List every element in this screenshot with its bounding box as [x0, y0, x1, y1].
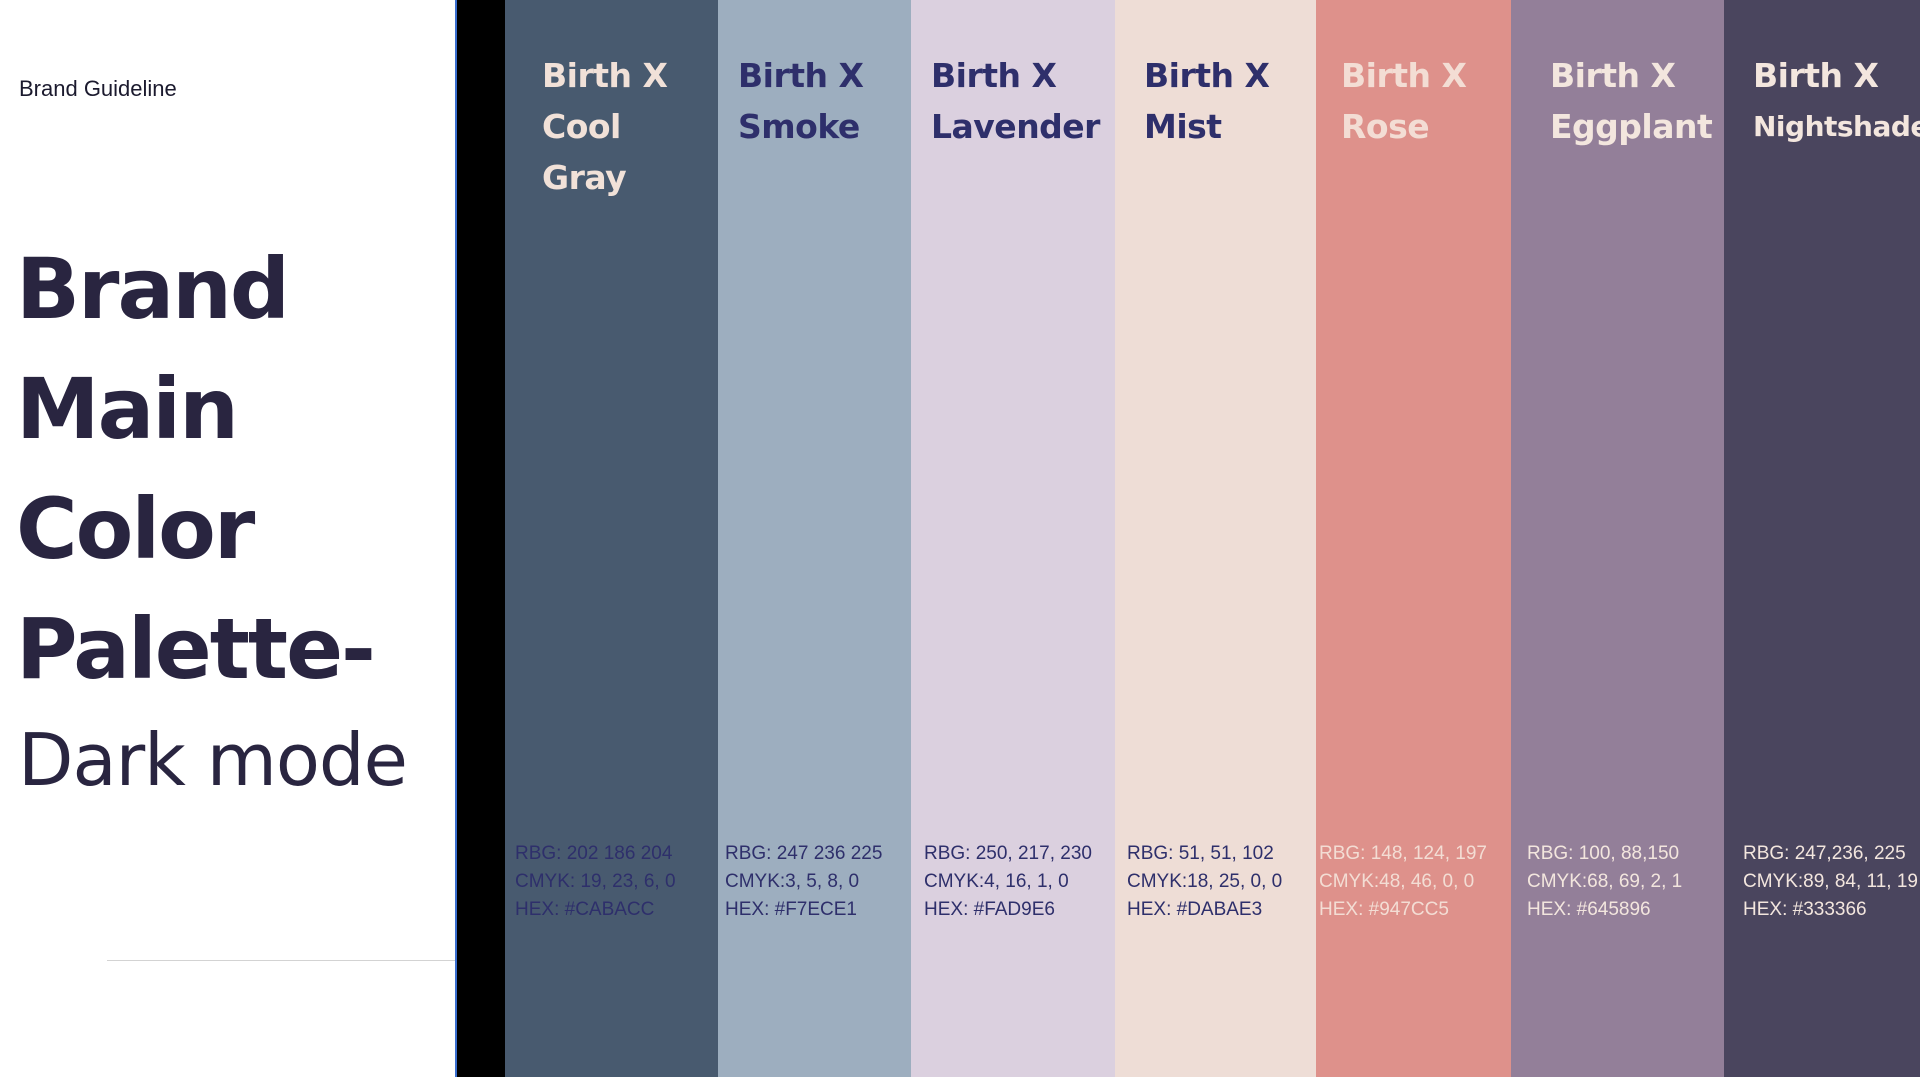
swatch-name: Birth X Rose [1341, 50, 1467, 152]
swatch-lavender: Birth X Lavender RBG: 250, 217, 230 CMYK… [911, 0, 1115, 1077]
swatch-name-line: Birth X [738, 56, 864, 95]
title-subtitle: Dark mode [18, 718, 408, 802]
document-label: Brand Guideline [19, 76, 177, 101]
title-line-color: Color [16, 480, 255, 578]
swatch-name-line: Birth X [1341, 56, 1467, 95]
swatch-cmyk: CMYK:48, 46, 0, 0 [1319, 871, 1475, 892]
swatch-cmyk: CMYK: 19, 23, 6, 0 [515, 871, 676, 892]
swatch-name-line: Nightshade [1753, 110, 1920, 143]
swatch-rgb: RBG: 247,236, 225 [1743, 843, 1906, 864]
swatch-cmyk: CMYK:4, 16, 1, 0 [924, 871, 1069, 892]
title-line-brand: Brand [16, 240, 290, 338]
divider-line [107, 960, 455, 961]
swatch-name-line: Rose [1341, 107, 1430, 146]
swatch-name-line: Birth X [1753, 56, 1879, 95]
swatch-mist: Birth X Mist RBG: 51, 51, 102 CMYK:18, 2… [1115, 0, 1316, 1077]
swatch-rgb: RBG: 202 186 204 [515, 843, 673, 864]
title-line-palette: Palette- [16, 600, 376, 698]
swatch-name: Birth X Eggplant [1550, 50, 1713, 152]
swatch-hex: HEX: #645896 [1527, 899, 1651, 920]
swatch-rgb: RBG: 148, 124, 197 [1319, 843, 1487, 864]
swatch-specs: RBG: 250, 217, 230 CMYK:4, 16, 1, 0 HEX:… [924, 840, 1092, 924]
swatch-name: Birth X Smoke [738, 50, 864, 152]
swatch-name: Birth X Nightshade [1753, 50, 1920, 152]
swatch-hex: HEX: #F7ECE1 [725, 899, 857, 920]
swatch-name-line: Lavender [931, 107, 1100, 146]
swatch-cool-gray: Birth X Cool Gray RBG: 202 186 204 CMYK:… [505, 0, 718, 1077]
swatch-rgb: RBG: 51, 51, 102 [1127, 843, 1274, 864]
swatch-name-line: Smoke [738, 107, 860, 146]
swatch-hex: HEX: #333366 [1743, 899, 1867, 920]
title-line-main: Main [16, 360, 239, 458]
swatch-name-line: Cool [542, 107, 621, 146]
swatch-hex: HEX: #CABACC [515, 899, 655, 920]
swatch-nightshade: Birth X Nightshade RBG: 247,236, 225 CMY… [1724, 0, 1920, 1077]
swatch-specs: RBG: 247,236, 225 CMYK:89, 84, 11, 19 HE… [1743, 840, 1918, 924]
swatch-hex: HEX: #947CC5 [1319, 899, 1449, 920]
black-band [455, 0, 505, 1077]
swatch-hex: HEX: #DABAE3 [1127, 899, 1263, 920]
color-palette: Birth X Cool Gray RBG: 202 186 204 CMYK:… [505, 0, 1920, 1077]
swatch-name-line: Eggplant [1550, 107, 1713, 146]
swatch-cmyk: CMYK:89, 84, 11, 19 [1743, 871, 1918, 892]
swatch-specs: RBG: 202 186 204 CMYK: 19, 23, 6, 0 HEX:… [515, 840, 676, 924]
swatch-name-line: Birth X [1550, 56, 1676, 95]
swatch-name: Birth X Mist [1144, 50, 1270, 152]
swatch-name-line: Mist [1144, 107, 1222, 146]
title-panel: Brand Guideline Brand Main Color Palette… [0, 0, 455, 1077]
swatch-name-line: Birth X [931, 56, 1057, 95]
swatch-name: Birth X Cool Gray [542, 50, 668, 203]
swatch-rgb: RBG: 100, 88,150 [1527, 843, 1680, 864]
swatch-specs: RBG: 247 236 225 CMYK:3, 5, 8, 0 HEX: #F… [725, 840, 882, 924]
swatch-hex: HEX: #FAD9E6 [924, 899, 1055, 920]
swatch-rgb: RBG: 247 236 225 [725, 843, 883, 864]
swatch-rgb: RBG: 250, 217, 230 [924, 843, 1092, 864]
swatch-specs: RBG: 51, 51, 102 CMYK:18, 25, 0, 0 HEX: … [1127, 840, 1282, 924]
swatch-name-line: Birth X [1144, 56, 1270, 95]
swatch-name: Birth X Lavender [931, 50, 1100, 152]
swatch-name-line: Gray [542, 158, 627, 197]
swatch-rose: Birth X Rose RBG: 148, 124, 197 CMYK:48,… [1316, 0, 1511, 1077]
swatch-cmyk: CMYK:18, 25, 0, 0 [1127, 871, 1283, 892]
swatch-smoke: Birth X Smoke RBG: 247 236 225 CMYK:3, 5… [718, 0, 911, 1077]
swatch-cmyk: CMYK:3, 5, 8, 0 [725, 871, 860, 892]
swatch-cmyk: CMYK:68, 69, 2, 1 [1527, 871, 1683, 892]
swatch-name-line: Birth X [542, 56, 668, 95]
swatch-specs: RBG: 148, 124, 197 CMYK:48, 46, 0, 0 HEX… [1319, 840, 1487, 924]
swatch-eggplant: Birth X Eggplant RBG: 100, 88,150 CMYK:6… [1511, 0, 1724, 1077]
swatch-specs: RBG: 100, 88,150 CMYK:68, 69, 2, 1 HEX: … [1527, 840, 1682, 924]
